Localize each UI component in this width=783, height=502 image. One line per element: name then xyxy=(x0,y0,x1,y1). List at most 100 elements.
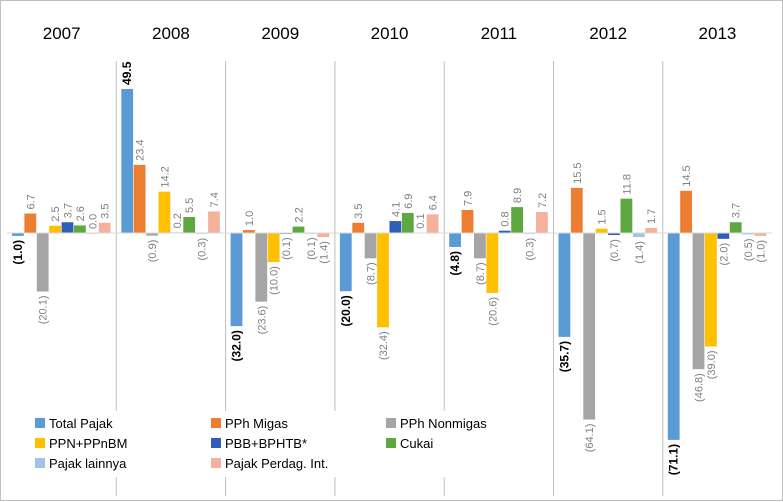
value-label-2012-pph-migas: 15.5 xyxy=(572,162,584,183)
value-label-2008-ppn-ppnbm: 14.2 xyxy=(159,166,171,187)
legend-label-pbb-bphtb-: PBB+BPHTB* xyxy=(225,436,307,451)
value-label-2011-cukai: 8.9 xyxy=(512,188,524,203)
value-label-2009-pbb-bphtb-: (0.1) xyxy=(281,237,293,260)
value-label-2009-cukai: 2.2 xyxy=(294,207,306,222)
bar-2007-pajak-perdag-int- xyxy=(98,222,111,233)
value-label-2010-cukai: 6.9 xyxy=(403,194,415,209)
legend-label-ppn-ppnbm: PPN+PPnBM xyxy=(49,436,127,451)
bar-2010-cukai xyxy=(401,212,414,233)
value-label-2011-ppn-ppnbm: (20.6) xyxy=(487,297,499,326)
value-label-2007-ppn-ppnbm: 2.5 xyxy=(50,206,62,221)
value-label-2008-pajak-perdag-int-: 7.4 xyxy=(209,192,221,207)
value-label-2010-pajak-lainnya: 0.1 xyxy=(415,213,427,228)
bar-2008-pph-nonmigas xyxy=(146,233,158,236)
bar-2009-ppn-ppnbm xyxy=(267,233,280,263)
year-label-2010: 2010 xyxy=(371,24,409,43)
value-label-2008-total-pajak: 49.5 xyxy=(120,61,134,85)
year-label-2007: 2007 xyxy=(43,24,81,43)
value-label-2013-pajak-perdag-int-: (1.0) xyxy=(756,240,768,263)
value-label-2008-cukai: 5.5 xyxy=(184,198,196,213)
value-label-2007-pbb-bphtb-: 3.7 xyxy=(63,203,75,218)
value-label-2011-pbb-bphtb-: 0.8 xyxy=(500,211,512,226)
bar-2010-pbb-bphtb- xyxy=(389,221,402,233)
bar-2007-pbb-bphtb- xyxy=(61,222,74,233)
value-label-2011-pajak-perdag-int-: 7.2 xyxy=(537,193,549,208)
bar-2013-pajak-perdag-int- xyxy=(754,233,767,236)
bar-2012-ppn-ppnbm xyxy=(595,228,608,233)
value-label-2012-total-pajak: (35.7) xyxy=(557,341,571,372)
bar-2009-pph-migas xyxy=(243,230,255,233)
bar-2012-pajak-lainnya xyxy=(632,233,645,238)
value-label-2010-total-pajak: (20.0) xyxy=(339,295,353,326)
value-label-2011-pph-nonmigas: (8.7) xyxy=(475,262,487,285)
bar-2013-pph-migas xyxy=(680,190,692,233)
bar-2013-total-pajak xyxy=(667,233,680,440)
bar-2008-total-pajak xyxy=(121,88,134,233)
value-label-2012-pph-nonmigas: (64.1) xyxy=(584,424,596,453)
legend-label-cukai: Cukai xyxy=(400,436,433,451)
bar-2008-cukai xyxy=(183,216,196,233)
bar-2010-total-pajak xyxy=(339,233,352,292)
bar-2009-cukai xyxy=(292,226,305,233)
bar-2008-pajak-perdag-int- xyxy=(208,211,220,233)
bar-2010-pajak-perdag-int- xyxy=(426,214,439,233)
year-label-2008: 2008 xyxy=(152,24,190,43)
bar-2013-pajak-lainnya xyxy=(742,233,754,235)
value-label-2007-pajak-perdag-int-: 3.5 xyxy=(100,204,112,219)
value-label-2009-pph-nonmigas: (23.6) xyxy=(256,306,268,335)
legend-label-pph-nonmigas: PPh Nonmigas xyxy=(400,416,487,431)
value-label-2010-pbb-bphtb-: 4.1 xyxy=(390,202,402,217)
value-label-2013-pajak-lainnya: (0.5) xyxy=(743,238,755,261)
value-label-2012-pbb-bphtb-: (0.7) xyxy=(609,239,621,262)
value-label-2007-pph-migas: 6.7 xyxy=(25,194,37,209)
bar-2013-ppn-ppnbm xyxy=(705,233,717,347)
bar-2013-pbb-bphtb- xyxy=(717,233,730,239)
legend-swatch-total-pajak xyxy=(35,418,45,428)
value-label-2013-pbb-bphtb-: (2.0) xyxy=(718,243,730,266)
value-label-2012-cukai: 11.8 xyxy=(621,174,633,195)
bar-2009-pajak-perdag-int- xyxy=(317,233,330,238)
bar-2013-pph-nonmigas xyxy=(692,233,705,370)
value-label-2008-pajak-lainnya: (0.3) xyxy=(197,238,209,261)
value-label-2008-pbb-bphtb-: 0.2 xyxy=(172,213,184,228)
legend-background xyxy=(29,411,549,477)
value-label-2011-pph-migas: 7.9 xyxy=(463,191,475,206)
value-label-2011-pajak-lainnya: (0.3) xyxy=(525,238,537,261)
legend-swatch-pajak-perdag-int- xyxy=(211,458,221,468)
value-label-2007-pajak-lainnya: 0.0 xyxy=(87,214,99,229)
value-label-2007-cukai: 2.6 xyxy=(75,206,87,221)
value-label-2009-pph-migas: 1.0 xyxy=(244,211,256,226)
value-label-2009-ppn-ppnbm: (10.0) xyxy=(269,266,281,295)
value-label-2012-pajak-lainnya: (1.4) xyxy=(634,241,646,264)
bar-2011-ppn-ppnbm xyxy=(486,233,499,293)
bar-2012-pph-nonmigas xyxy=(583,233,596,420)
bar-2011-total-pajak xyxy=(449,233,461,247)
legend-label-pajak-perdag-int-: Pajak Perdag. Int. xyxy=(225,456,328,471)
bar-2007-total-pajak xyxy=(12,233,24,236)
bar-2011-cukai xyxy=(511,207,523,233)
legend-swatch-pbb-bphtb- xyxy=(211,438,221,448)
legend-swatch-ppn-ppnbm xyxy=(35,438,45,448)
bar-2012-total-pajak xyxy=(558,233,571,337)
value-label-2007-pph-nonmigas: (20.1) xyxy=(38,295,50,324)
bar-2012-pph-migas xyxy=(570,187,583,233)
bar-2012-pajak-perdag-int- xyxy=(645,228,658,233)
value-label-2011-total-pajak: (4.8) xyxy=(448,251,462,276)
legend-label-pph-migas: PPh Migas xyxy=(225,416,288,431)
legend-label-total-pajak: Total Pajak xyxy=(49,416,113,431)
legend-swatch-pph-nonmigas xyxy=(386,418,396,428)
legend-label-pajak-lainnya: Pajak lainnya xyxy=(49,456,127,471)
bar-2009-total-pajak xyxy=(230,233,243,327)
value-label-2013-cukai: 3.7 xyxy=(731,203,743,218)
value-label-2010-pajak-perdag-int-: 6.4 xyxy=(428,195,440,210)
value-label-2010-pph-migas: 3.5 xyxy=(353,204,365,219)
value-label-2013-total-pajak: (71.1) xyxy=(667,444,681,475)
bar-2011-pph-nonmigas xyxy=(474,233,486,259)
bar-2007-pph-nonmigas xyxy=(36,233,49,292)
bar-2012-cukai xyxy=(620,198,633,233)
year-label-2011: 2011 xyxy=(481,24,518,43)
year-label-2009: 2009 xyxy=(261,24,299,43)
bar-2011-pajak-perdag-int- xyxy=(536,212,548,233)
